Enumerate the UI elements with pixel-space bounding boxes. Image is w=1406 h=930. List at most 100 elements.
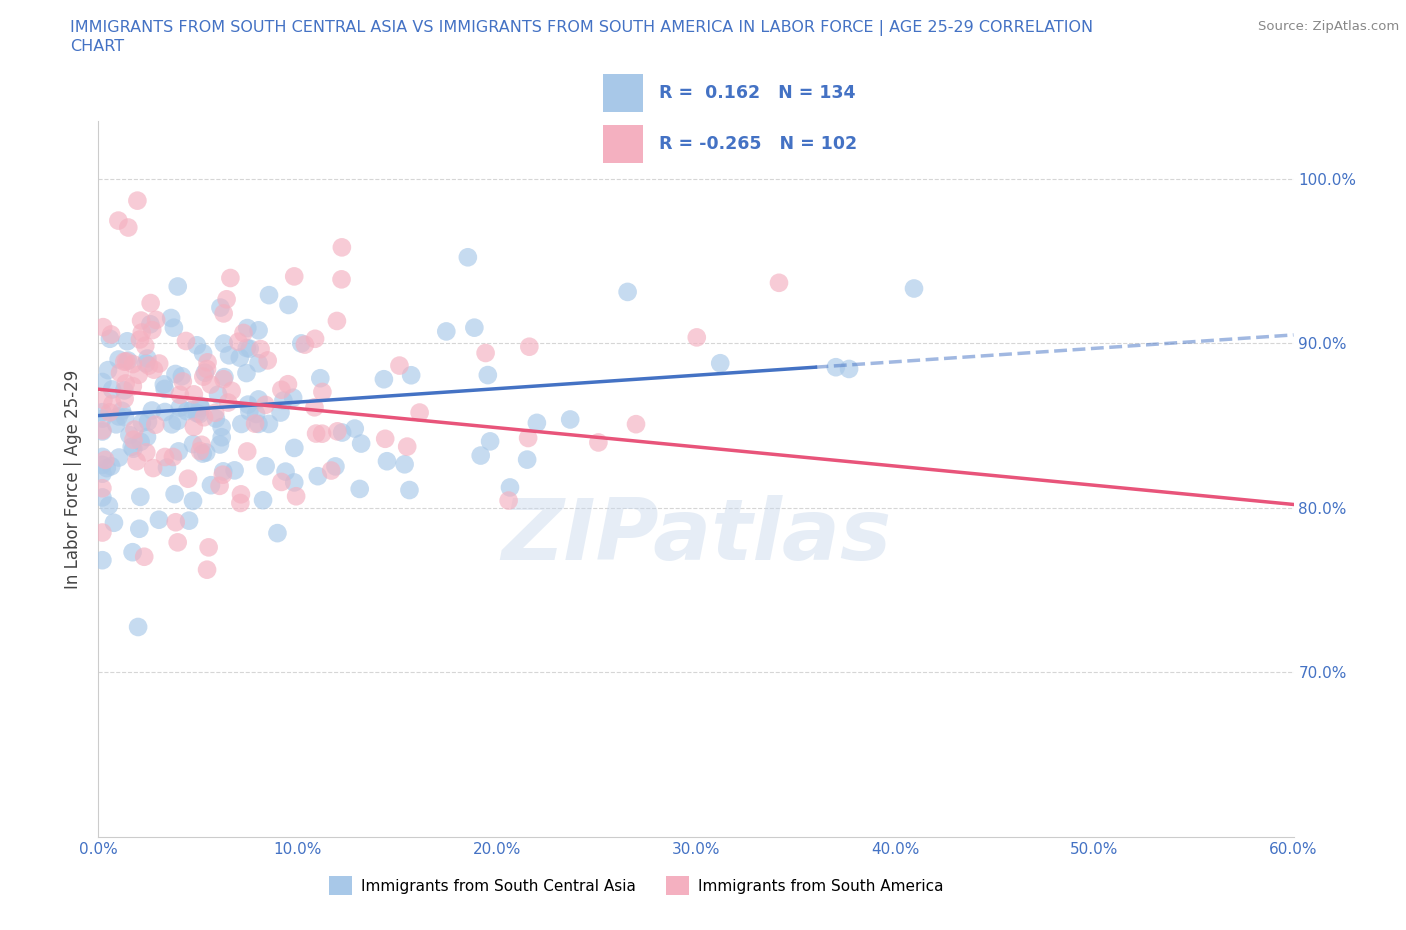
Point [304,400,326,415]
Point [183,387,205,402]
Y-axis label: In Labor Force | Age 25-29: In Labor Force | Age 25-29 [63,369,82,589]
Point [470,448,492,463]
Point [325,459,347,474]
Point [141,323,163,338]
Point [311,426,333,441]
Point [193,410,215,425]
Point [205,411,228,426]
Point [249,341,271,356]
Point [236,397,259,412]
Point [254,458,277,473]
Point [125,454,148,469]
FancyBboxPatch shape [603,73,643,113]
Point [211,430,233,445]
Point [212,306,235,321]
Point [131,326,153,340]
Point [212,336,235,351]
Point [128,522,150,537]
Point [131,416,153,431]
Text: Source: ZipAtlas.com: Source: ZipAtlas.com [1258,20,1399,33]
Point [107,352,129,367]
Point [94,453,117,468]
Point [98,331,121,346]
Point [160,311,183,325]
Point [321,463,343,478]
Point [228,334,250,349]
Point [129,332,152,347]
Point [107,409,129,424]
Point [136,351,159,365]
Point [309,371,332,386]
Point [181,403,204,418]
Point [517,339,540,354]
Point [100,327,122,342]
FancyBboxPatch shape [603,125,643,164]
Point [114,410,136,425]
Point [235,365,257,380]
Point [188,398,211,413]
Point [91,552,114,567]
Point [169,387,191,402]
Point [209,300,232,315]
Text: CHART: CHART [70,39,124,54]
Point [122,356,145,371]
Point [204,405,226,420]
Point [624,417,647,432]
Point [838,362,860,377]
Point [103,515,125,530]
Point [129,489,152,504]
Point [166,279,188,294]
Point [709,356,731,371]
Point [254,397,277,412]
Point [124,422,146,437]
Point [142,460,165,475]
Point [112,354,135,369]
Text: IMMIGRANTS FROM SOUTH CENTRAL ASIA VS IMMIGRANTS FROM SOUTH AMERICA IN LABOR FOR: IMMIGRANTS FROM SOUTH CENTRAL ASIA VS IM… [70,20,1094,36]
Point [136,430,159,445]
Point [208,478,231,493]
Point [191,446,214,461]
Point [326,313,349,328]
Point [217,395,239,410]
Point [166,535,188,550]
Point [211,419,233,434]
Point [243,417,266,432]
Point [326,424,349,439]
Point [188,444,211,458]
Point [236,444,259,458]
Point [117,220,139,235]
Point [127,193,149,208]
Point [138,358,160,373]
Point [474,346,496,361]
Point [188,406,211,421]
Point [373,372,395,387]
Point [91,449,114,464]
Point [145,312,167,327]
Point [330,240,353,255]
Point [229,487,252,502]
Point [211,467,233,482]
Point [190,401,212,416]
Point [134,550,156,565]
Point [252,493,274,508]
Point [194,365,217,380]
Point [270,405,292,420]
Point [394,457,416,472]
Point [108,365,131,380]
Point [281,391,304,405]
Point [114,376,136,391]
Point [96,460,118,475]
Point [112,383,135,398]
Point [91,423,114,438]
Point [616,285,638,299]
Point [143,418,166,432]
Point [93,392,115,407]
Point [283,475,305,490]
Point [283,269,305,284]
Point [498,493,520,508]
Point [768,275,790,290]
Point [197,355,219,370]
Point [290,336,312,351]
Point [256,353,278,368]
Text: R = -0.265   N = 102: R = -0.265 N = 102 [658,135,856,153]
